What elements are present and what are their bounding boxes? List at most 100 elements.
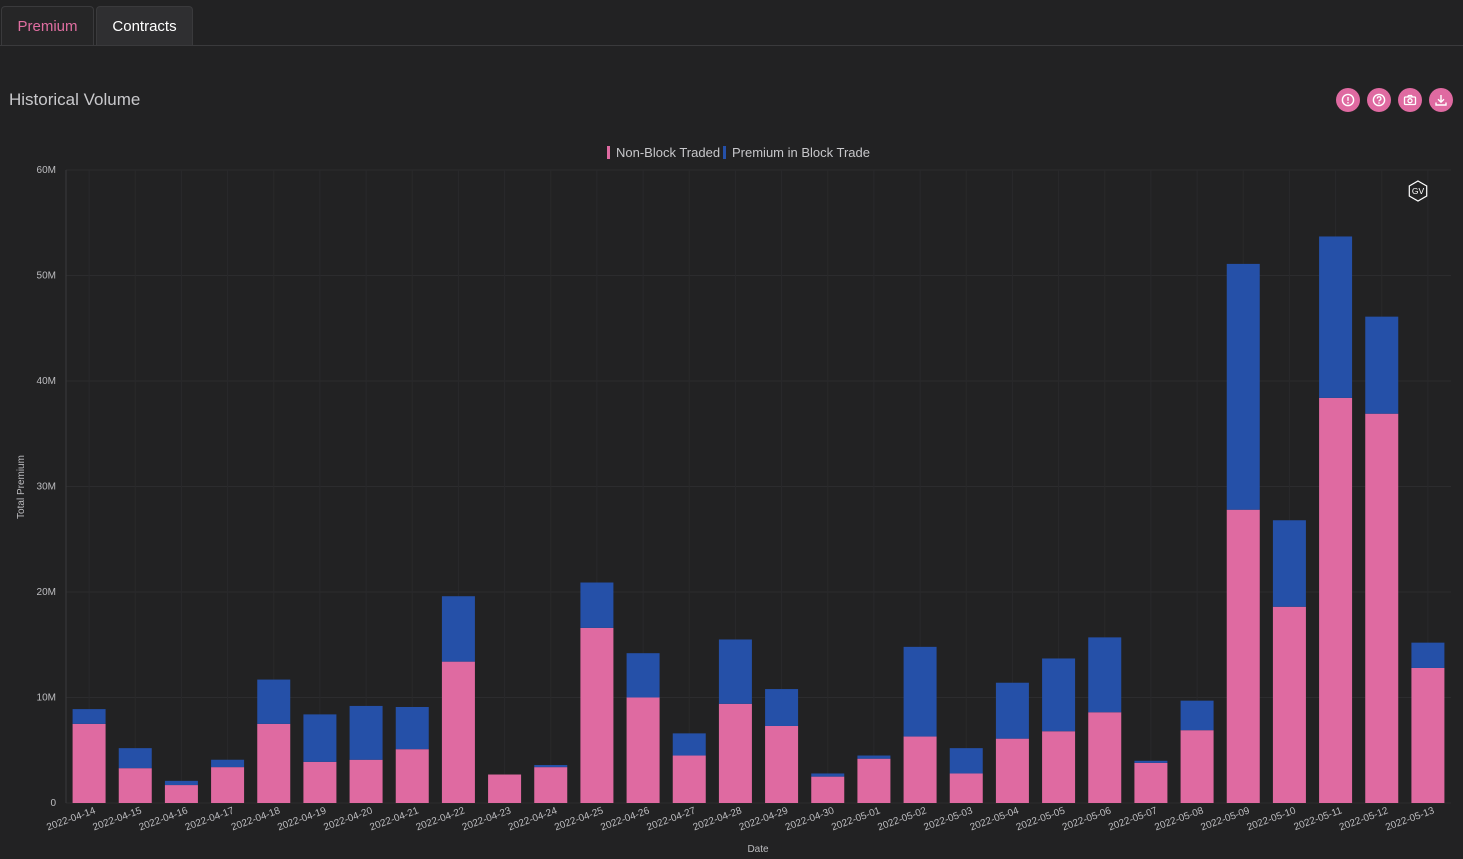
bar-block [857, 755, 891, 759]
bar-non-block [1088, 712, 1122, 803]
bar-non-block [488, 774, 522, 803]
bar-block [441, 596, 475, 662]
bar-non-block [534, 767, 568, 803]
bar-block [72, 709, 106, 724]
x-tick-label: 2022-04-24 [507, 805, 559, 833]
tab-contracts[interactable]: Contracts [96, 6, 193, 45]
x-tick-label: 2022-04-21 [368, 805, 420, 833]
bar-non-block [1180, 730, 1214, 803]
x-tick-label: 2022-05-07 [1107, 805, 1159, 833]
alert-circle-icon[interactable] [1336, 88, 1360, 112]
x-tick-label: 2022-04-16 [138, 805, 190, 833]
x-tick-label: 2022-05-08 [1153, 805, 1205, 833]
bar-block [1272, 520, 1306, 607]
x-tick-label: 2022-05-01 [830, 805, 882, 833]
bar-block [303, 714, 337, 762]
bar-non-block [211, 767, 245, 803]
y-tick-label: 30M [37, 482, 56, 493]
gv-logo-icon[interactable]: GV [1406, 179, 1430, 203]
bar-non-block [765, 725, 799, 803]
bar-non-block [1042, 731, 1076, 803]
bar-block [718, 639, 752, 704]
bar-block [1134, 760, 1168, 763]
bar-non-block [349, 759, 383, 803]
bar-non-block [303, 761, 337, 803]
bar-non-block [441, 661, 475, 803]
bar-block [1365, 316, 1399, 414]
bar-block [1226, 263, 1260, 510]
card-title: Historical Volume [9, 90, 141, 109]
x-tick-label: 2022-05-13 [1384, 805, 1436, 833]
y-tick-label: 50M [37, 271, 56, 282]
x-tick-label: 2022-04-15 [91, 805, 143, 833]
bar-block [1088, 637, 1122, 713]
bar-non-block [1411, 667, 1445, 803]
download-icon[interactable] [1429, 88, 1453, 112]
bar-block [765, 689, 799, 726]
bar-block [580, 582, 614, 628]
x-tick-label: 2022-05-02 [876, 805, 928, 833]
gv-logo-text: GV [1412, 186, 1425, 196]
x-tick-label: 2022-04-23 [461, 805, 513, 833]
bar-non-block [811, 776, 845, 803]
x-tick-label: 2022-04-19 [276, 805, 328, 833]
camera-icon[interactable] [1398, 88, 1422, 112]
bar-block [118, 748, 152, 769]
bar-block [995, 682, 1029, 739]
y-tick-label: 40M [37, 376, 56, 387]
x-tick-label: 2022-04-26 [599, 805, 651, 833]
x-tick-label: 2022-04-25 [553, 805, 605, 833]
x-axis-title: Date [747, 844, 769, 855]
bar-non-block [1134, 762, 1168, 803]
x-tick-label: 2022-05-03 [922, 805, 974, 833]
x-tick-label: 2022-04-28 [692, 805, 744, 833]
tab-divider [0, 45, 1463, 46]
x-tick-label: 2022-04-14 [45, 805, 97, 833]
bar-non-block [672, 755, 706, 803]
bar-non-block [995, 738, 1029, 803]
y-axis-title: Total Premium [16, 455, 27, 519]
legend-swatch-non-block [607, 146, 610, 159]
bar-non-block [1272, 606, 1306, 803]
bar-non-block [395, 749, 429, 803]
bar-block [1042, 658, 1076, 732]
x-tick-label: 2022-05-09 [1199, 805, 1251, 833]
y-tick-label: 60M [37, 165, 56, 176]
x-tick-label: 2022-04-27 [645, 805, 697, 833]
bar-block [211, 759, 245, 768]
x-tick-label: 2022-05-05 [1015, 805, 1067, 833]
bar-block [164, 780, 198, 786]
x-tick-label: 2022-04-29 [738, 805, 790, 833]
bar-non-block [118, 768, 152, 803]
bar-non-block [718, 703, 752, 803]
bar-block [949, 748, 983, 774]
x-tick-label: 2022-04-17 [184, 805, 236, 833]
bar-non-block [903, 736, 937, 803]
help-circle-icon[interactable] [1367, 88, 1391, 112]
legend-label-block: Premium in Block Trade [732, 145, 870, 160]
bar-non-block [164, 785, 198, 803]
bar-block [395, 706, 429, 750]
legend-label-non-block: Non-Block Traded [616, 145, 721, 160]
x-tick-label: 2022-05-10 [1246, 805, 1298, 833]
legend-item-block[interactable]: Premium in Block Trade [723, 145, 870, 160]
legend-item-non-block[interactable]: Non-Block Traded [607, 145, 720, 160]
x-tick-label: 2022-04-18 [230, 805, 282, 833]
bar-block [257, 679, 291, 724]
x-tick-label: 2022-04-22 [415, 805, 467, 833]
x-tick-label: 2022-05-11 [1292, 805, 1344, 833]
tab-bar: Premium Contracts [0, 0, 1463, 46]
chart-legend: Non-Block Traded Premium in Block Trade [0, 145, 1463, 163]
bar-non-block [949, 773, 983, 803]
bar-non-block [257, 723, 291, 803]
bar-block [1180, 700, 1214, 731]
tab-premium[interactable]: Premium [1, 6, 94, 45]
x-tick-label: 2022-05-12 [1338, 805, 1390, 833]
x-tick-label: 2022-04-30 [784, 805, 836, 833]
x-tick-label: 2022-05-06 [1061, 805, 1113, 833]
y-tick-label: 0 [50, 798, 56, 809]
bar-block [1411, 642, 1445, 668]
bar-block [349, 705, 383, 760]
bar-block [626, 653, 660, 698]
bar-non-block [1365, 413, 1399, 803]
